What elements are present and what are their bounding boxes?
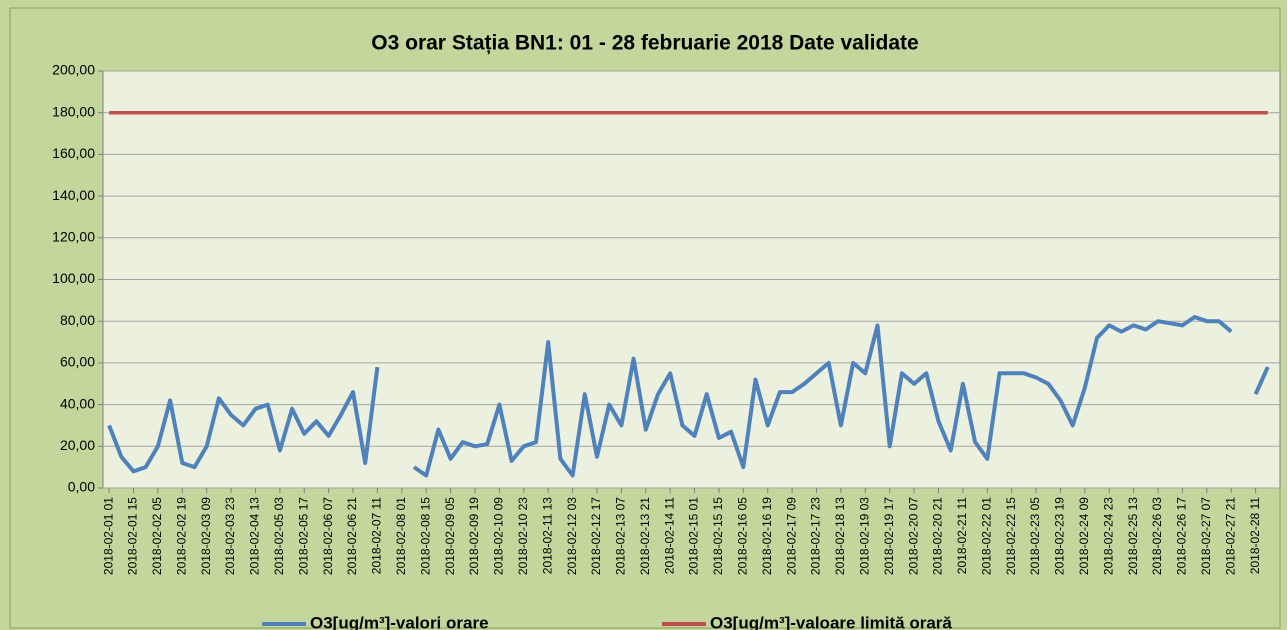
x-tick-label: 2018-02-22 01 — [979, 497, 993, 575]
x-tick-label: 2018-02-21 11 — [955, 497, 969, 575]
x-tick-label: 2018-02-07 11 — [370, 497, 384, 575]
x-tick-label: 2018-02-18 13 — [833, 497, 847, 575]
x-tick-label: 2018-02-27 07 — [1199, 497, 1213, 575]
x-tick-label: 2018-02-02 19 — [174, 497, 188, 575]
x-tick-label: 2018-02-06 07 — [321, 497, 335, 575]
y-tick-label: 40,00 — [60, 395, 95, 411]
y-tick-label: 120,00 — [52, 229, 95, 245]
x-tick-label: 2018-02-13 21 — [638, 497, 652, 575]
x-tick-label: 2018-02-27 21 — [1223, 497, 1237, 575]
x-tick-label: 2018-02-14 11 — [662, 497, 676, 575]
x-tick-label: 2018-02-22 15 — [1004, 497, 1018, 575]
x-tick-label: 2018-02-01 01 — [101, 497, 115, 575]
y-tick-label: 0,00 — [68, 479, 95, 495]
x-tick-label: 2018-02-15 15 — [711, 497, 725, 575]
legend-label: O3[ug/m³]-valoare limită orară — [710, 613, 952, 630]
y-tick-label: 200,00 — [52, 62, 95, 78]
y-tick-label: 20,00 — [60, 437, 95, 453]
x-tick-label: 2018-02-16 05 — [736, 497, 750, 575]
x-tick-label: 2018-02-17 09 — [784, 497, 798, 575]
x-tick-label: 2018-02-26 17 — [1175, 497, 1189, 575]
x-tick-label: 2018-02-06 21 — [345, 497, 359, 575]
x-tick-label: 2018-02-02 05 — [150, 497, 164, 575]
y-tick-label: 60,00 — [60, 354, 95, 370]
x-tick-label: 2018-02-20 21 — [931, 497, 945, 575]
x-tick-label: 2018-02-19 17 — [882, 497, 896, 575]
x-tick-label: 2018-02-01 15 — [126, 497, 140, 575]
x-tick-label: 2018-02-25 13 — [1126, 497, 1140, 575]
x-tick-label: 2018-02-09 05 — [443, 497, 457, 575]
x-tick-label: 2018-02-23 05 — [1028, 497, 1042, 575]
x-tick-label: 2018-02-08 01 — [394, 497, 408, 575]
x-tick-label: 2018-02-05 03 — [272, 497, 286, 575]
x-tick-label: 2018-02-16 19 — [760, 497, 774, 575]
x-tick-label: 2018-02-26 03 — [1150, 497, 1164, 575]
x-tick-label: 2018-02-03 23 — [223, 497, 237, 575]
x-tick-label: 2018-02-04 13 — [248, 497, 262, 575]
y-tick-label: 180,00 — [52, 103, 95, 119]
y-tick-label: 80,00 — [60, 312, 95, 328]
x-tick-label: 2018-02-24 23 — [1101, 497, 1115, 575]
x-tick-label: 2018-02-09 19 — [467, 497, 481, 575]
x-tick-label: 2018-02-03 09 — [199, 497, 213, 575]
chart-title: O3 orar Stația BN1: 01 - 28 februarie 20… — [371, 32, 918, 55]
legend-label: O3[ug/m³]-valori orare — [310, 613, 489, 630]
x-tick-label: 2018-02-10 23 — [516, 497, 530, 575]
y-tick-label: 160,00 — [52, 145, 95, 161]
x-tick-label: 2018-02-23 19 — [1053, 497, 1067, 575]
x-tick-label: 2018-02-24 09 — [1077, 497, 1091, 575]
x-tick-label: 2018-02-10 09 — [492, 497, 506, 575]
x-tick-label: 2018-02-12 17 — [589, 497, 603, 575]
x-tick-label: 2018-02-17 23 — [809, 497, 823, 575]
line-series — [107, 315, 1270, 478]
x-tick-label: 2018-02-20 07 — [906, 497, 920, 575]
x-tick-label: 2018-02-19 03 — [857, 497, 871, 575]
y-tick-label: 140,00 — [52, 187, 95, 203]
x-tick-label: 2018-02-13 07 — [614, 497, 628, 575]
x-tick-label: 2018-02-28 11 — [1248, 497, 1262, 575]
x-tick-label: 2018-02-05 17 — [296, 497, 310, 575]
x-tick-label: 2018-02-11 13 — [540, 497, 554, 575]
x-tick-label: 2018-02-08 15 — [418, 497, 432, 575]
x-tick-label: 2018-02-15 01 — [687, 497, 701, 575]
y-tick-label: 100,00 — [52, 270, 95, 286]
x-tick-label: 2018-02-12 03 — [565, 497, 579, 575]
